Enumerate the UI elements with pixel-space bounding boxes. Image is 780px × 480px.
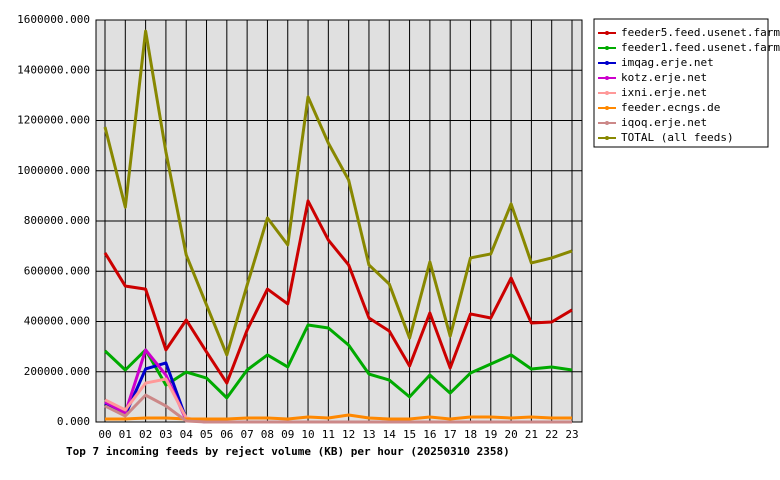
legend-label: feeder1.feed.usenet.farm [621,41,780,54]
series-line [103,199,573,385]
legend-dot [605,31,609,35]
legend-dot [605,91,609,95]
x-tick-label: 22 [545,428,558,441]
x-tick-label: 05 [200,428,213,441]
x-tick-label: 12 [342,428,355,441]
x-tick-label: 03 [159,428,172,441]
legend-dot [605,46,609,50]
x-tick-label: 00 [98,428,111,441]
y-tick-label: 1200000.000 [17,114,90,127]
y-tick-label: 600000.000 [24,264,90,277]
x-tick-label: 18 [464,428,477,441]
x-tick-label: 16 [423,428,436,441]
x-tick-label: 09 [281,428,294,441]
x-tick-label: 14 [383,428,397,441]
legend-dot [605,136,609,140]
series-line [103,29,573,357]
legend-dot [605,76,609,80]
x-tick-label: 11 [322,428,335,441]
legend-box [593,18,769,148]
x-tick-label: 10 [301,428,314,441]
series-line [103,323,573,400]
x-tick-label: 04 [180,428,194,441]
legend-label: kotz.erje.net [621,71,707,84]
chart-title: Top 7 incoming feeds by reject volume (K… [66,445,510,458]
legend-dot [605,106,609,110]
legend-label: ixni.erje.net [621,86,707,99]
x-tick-label: 02 [139,428,152,441]
legend-dot [605,61,609,65]
legend-label: feeder.ecngs.de [621,101,720,114]
legend-dot [605,121,609,125]
series-line [104,393,572,424]
x-tick-label: 08 [261,428,274,441]
x-tick-label: 19 [484,428,497,441]
legend-label: TOTAL (all feeds) [621,131,734,144]
x-tick-label: 17 [444,428,457,441]
x-tick-label: 01 [119,428,132,441]
y-tick-label: 1000000.000 [17,164,90,177]
legend-label: iqoq.erje.net [621,116,707,129]
x-tick-label: 13 [362,428,375,441]
x-tick-label: 06 [220,428,233,441]
x-tick-label: 20 [504,428,517,441]
y-tick-label: 0.000 [57,415,90,428]
y-tick-label: 200000.000 [24,365,90,378]
legend-label: feeder5.feed.usenet.farm [621,26,780,39]
legend-label: imqag.erje.net [621,56,714,69]
y-tick-label: 400000.000 [24,315,90,328]
x-tick-label: 07 [241,428,254,441]
x-tick-label: 21 [525,428,538,441]
x-tick-label: 23 [565,428,578,441]
y-tick-label: 800000.000 [24,214,90,227]
y-tick-label: 1600000.000 [17,13,90,26]
y-tick-label: 1400000.000 [17,63,90,76]
x-tick-label: 15 [403,428,416,441]
